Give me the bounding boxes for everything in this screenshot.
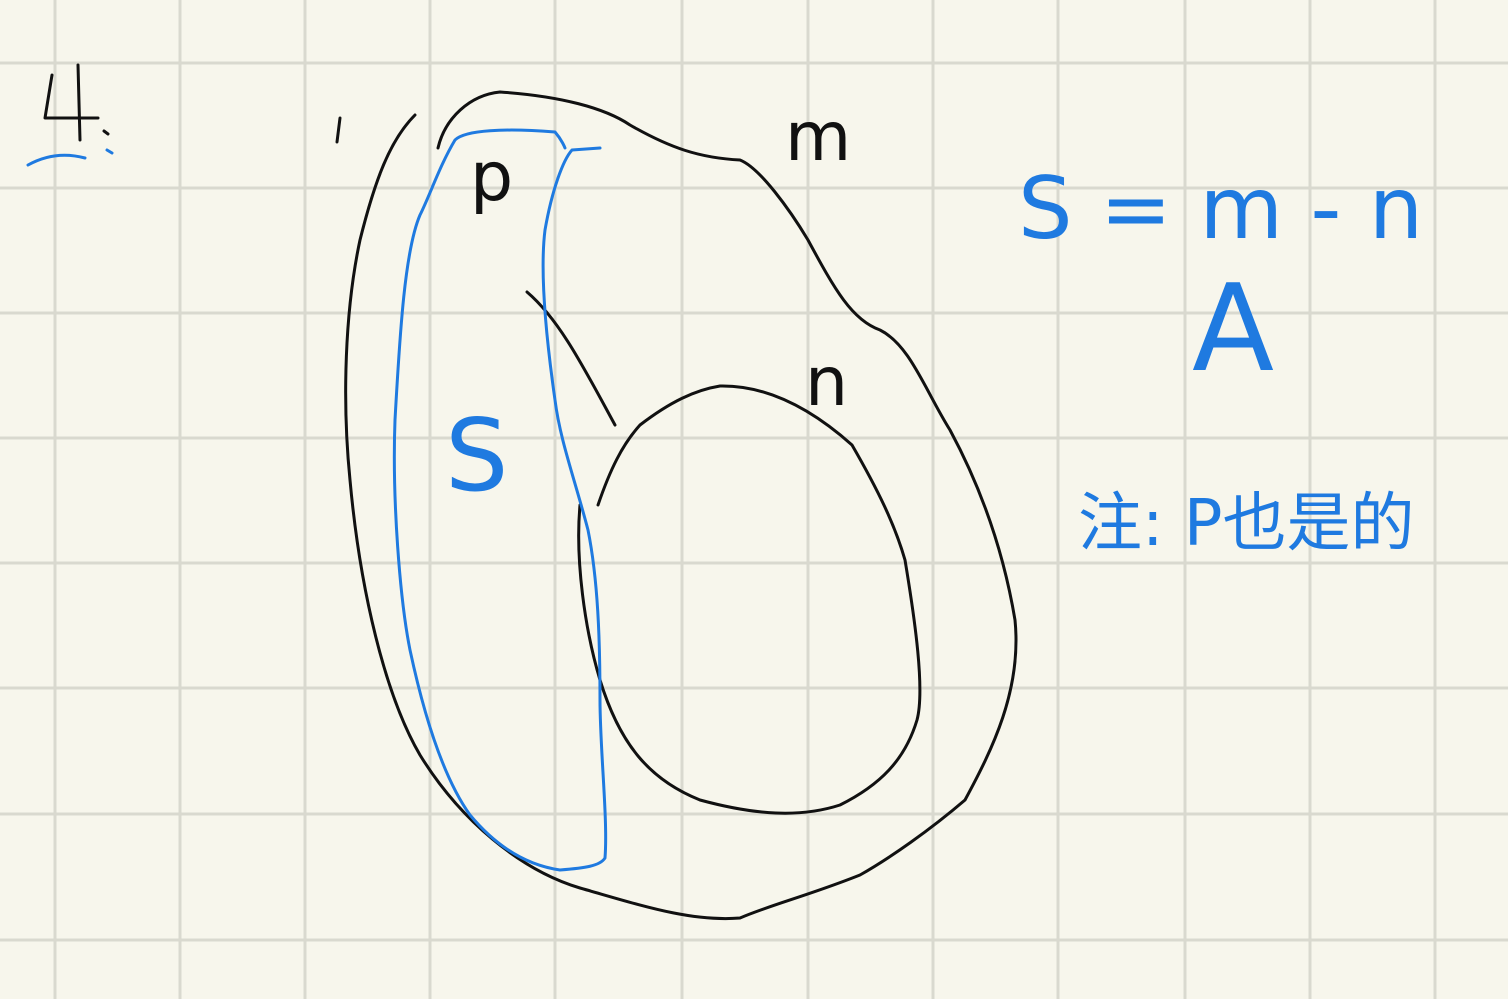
label-n: n [805,343,848,422]
label-m: m [785,98,851,177]
answer-text: A [1192,260,1274,399]
note-text: 注: P也是的 [1078,487,1415,561]
set-s-outline [392,128,608,872]
label-s: S [445,397,508,514]
label-group: m n p S [445,98,851,514]
set-n-outline [577,384,922,815]
annotations: S = m - n A 注: P也是的 [1018,159,1423,561]
label-p: p [470,138,513,217]
problem-number [26,63,114,167]
formula-text: S = m - n [1018,159,1423,259]
p-boundary-line [525,290,617,427]
set-m-outline [344,90,1018,921]
